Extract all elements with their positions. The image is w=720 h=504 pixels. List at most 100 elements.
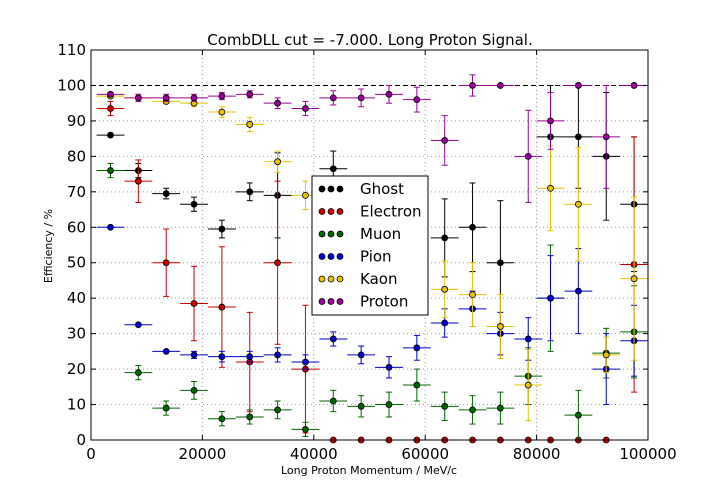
kaon-point	[496, 323, 504, 330]
pion-point	[246, 353, 254, 361]
muon-point	[274, 406, 281, 414]
muon-point	[190, 386, 198, 394]
kaon-point	[274, 158, 281, 166]
proton-point	[413, 96, 421, 104]
pion-point	[134, 321, 142, 329]
kaon-point	[524, 381, 532, 389]
proton-point	[469, 82, 476, 89]
pion-point	[574, 287, 582, 295]
proton-point	[134, 94, 142, 102]
proton-point	[496, 82, 504, 89]
legend-marker	[336, 253, 344, 260]
x-tick-label: 0	[86, 445, 96, 463]
muon-point	[134, 369, 142, 377]
ghost-point	[107, 131, 114, 139]
legend-marker	[318, 253, 326, 260]
electron-point	[162, 259, 170, 267]
legend-label: Kaon	[360, 270, 397, 288]
proton-point	[274, 99, 281, 107]
pion-point	[190, 351, 198, 359]
y-tick-label: 70	[67, 183, 86, 201]
kaon-point	[302, 191, 309, 199]
y-tick-label: 80	[67, 147, 86, 165]
muon-point	[246, 413, 254, 421]
muon-point	[441, 402, 449, 410]
proton-point	[218, 92, 226, 100]
pion-point	[162, 347, 170, 355]
legend-marker	[327, 208, 335, 215]
y-tick-label: 90	[67, 112, 86, 130]
kaon-point	[574, 200, 582, 208]
legend-marker	[318, 185, 326, 193]
electron-point	[107, 105, 114, 112]
legend-label: Proton	[360, 293, 408, 311]
muon-point	[302, 425, 309, 433]
x-tick-label: 40000	[290, 445, 338, 463]
ghost-point	[469, 223, 476, 231]
legend-label: Electron	[360, 203, 422, 221]
legend-marker	[336, 230, 344, 238]
kaon-point	[602, 351, 610, 359]
muon-point	[357, 402, 365, 410]
legend-marker	[327, 185, 335, 193]
kaon-point	[218, 108, 226, 116]
legend-marker	[327, 298, 335, 305]
pion-point	[413, 344, 421, 352]
proton-point	[302, 105, 309, 112]
ghost-point	[190, 200, 198, 208]
kaon-point	[441, 285, 449, 293]
kaon-point	[630, 275, 638, 283]
electron-point	[274, 259, 281, 267]
proton-point	[441, 137, 449, 144]
muon-point	[218, 415, 226, 423]
muon-point	[413, 381, 421, 389]
legend-marker	[327, 230, 335, 238]
series-pion	[96, 223, 648, 406]
legend-marker	[336, 208, 344, 215]
ghost-point	[496, 259, 504, 267]
ghost-point	[329, 165, 337, 173]
pion-point	[357, 351, 365, 359]
y-tick-label: 20	[67, 360, 86, 378]
kaon-point	[469, 291, 476, 299]
legend-label: Pion	[360, 248, 392, 266]
axis-ticks: 0 20000 40000 60000 80000 100000 0 10 20 30 40 50 60…	[57, 41, 676, 463]
proton-point	[385, 90, 393, 98]
legend-marker	[318, 298, 326, 305]
pion-point	[547, 294, 554, 302]
proton-point	[574, 82, 582, 89]
y-tick-label: 10	[67, 396, 86, 414]
plot-frame	[90, 49, 649, 441]
y-axis-label: Efficiency / %	[42, 209, 55, 283]
legend-label: Ghost	[360, 180, 404, 198]
legend-marker	[318, 208, 326, 215]
proton-point	[162, 94, 170, 102]
pion-point	[218, 353, 226, 361]
pion-point	[329, 335, 337, 343]
proton-point	[190, 94, 198, 102]
electron-point	[190, 300, 198, 307]
muon-point	[496, 404, 504, 412]
electron-point	[134, 177, 142, 185]
proton-point	[357, 94, 365, 102]
electron-point	[218, 303, 226, 311]
muon-point	[574, 411, 582, 419]
y-tick-label: 40	[67, 289, 86, 307]
ghost-point	[574, 133, 582, 141]
ghost-point	[441, 234, 449, 242]
muon-point	[162, 404, 170, 412]
muon-point	[385, 401, 393, 408]
series-proton	[96, 74, 648, 203]
chart-title: CombDLL cut = -7.000. Long Proton Signal…	[207, 31, 533, 49]
y-tick-label: 0	[76, 431, 86, 449]
proton-point	[329, 94, 337, 102]
x-tick-label: 60000	[401, 445, 449, 463]
x-tick-label: 20000	[179, 445, 227, 463]
legend-box	[311, 175, 429, 316]
legend-marker	[318, 230, 326, 238]
pion-point	[441, 319, 449, 327]
legend-marker	[336, 298, 344, 305]
legend: Ghost Electron Muon Pion Kaon Proton	[311, 175, 429, 316]
legend-marker	[327, 253, 335, 260]
